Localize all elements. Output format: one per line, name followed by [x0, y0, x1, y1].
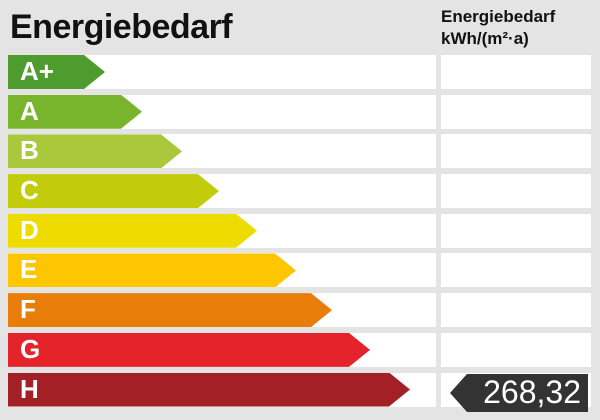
value-column-cell — [441, 332, 591, 367]
energy-class-arrow-b: B — [8, 134, 182, 168]
energy-class-arrow-a: A — [8, 95, 142, 129]
energy-class-label: A — [20, 95, 39, 126]
energy-class-label: E — [20, 254, 38, 285]
energy-class-arrow-d: D — [8, 214, 257, 248]
unit-header: Energiebedarf kWh/(m²·a) — [441, 6, 555, 51]
energy-class-arrow-f: F — [8, 293, 332, 327]
value-column-cell — [441, 293, 591, 328]
value-column-cell — [441, 94, 591, 129]
value-column-cell — [441, 253, 591, 288]
energy-class-label: F — [20, 294, 36, 325]
energy-class-label: H — [20, 373, 39, 404]
energy-row-e: E — [0, 253, 600, 288]
unit-header-line2: kWh/(m²·a) — [441, 29, 529, 49]
value-column-cell — [441, 213, 591, 248]
energy-row-a: A — [0, 94, 600, 129]
energy-class-arrow-c: C — [8, 174, 219, 208]
energy-class-arrow-g: G — [8, 333, 370, 367]
energy-value-arrow-badge: 268,32 — [450, 374, 588, 412]
unit-header-line1: Energiebedarf — [441, 7, 556, 26]
energy-row-g: G — [0, 332, 600, 367]
energy-scale: A+ A B C D E F G H — [0, 55, 600, 412]
energy-class-label: A+ — [20, 56, 54, 86]
page-title: Energiebedarf — [10, 8, 233, 46]
energy-class-label: G — [20, 333, 41, 364]
energy-class-arrow-aplus: A+ — [8, 55, 105, 89]
energy-class-label: C — [20, 175, 39, 206]
energy-class-arrow-h: H — [8, 373, 410, 407]
energy-class-label: B — [20, 135, 39, 166]
value-column-cell — [441, 134, 591, 169]
value-column-cell — [441, 174, 591, 209]
energy-value-label: 268,32 — [483, 374, 581, 410]
energy-row-aplus: A+ — [0, 55, 600, 89]
energy-row-b: B — [0, 134, 600, 169]
value-column-cell — [441, 55, 591, 89]
energy-class-label: D — [20, 214, 39, 245]
energy-row-f: F — [0, 293, 600, 328]
energy-row-c: C — [0, 174, 600, 209]
energy-class-arrow-e: E — [8, 253, 296, 287]
energy-row-d: D — [0, 213, 600, 248]
